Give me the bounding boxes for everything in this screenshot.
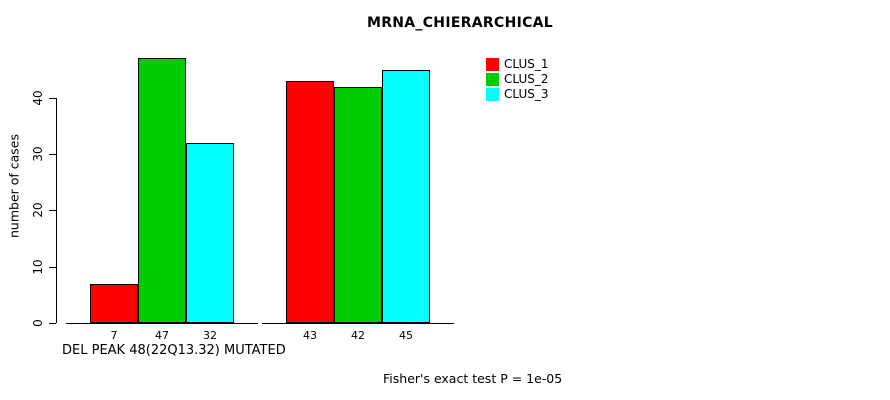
y-tick (49, 154, 56, 155)
y-tick-label: 40 (31, 90, 45, 106)
y-tick-label: 0 (31, 319, 45, 327)
y-tick (49, 98, 56, 99)
bar-value-label: 32 (203, 329, 217, 342)
legend-item-clus_2: CLUS_2 (486, 73, 549, 86)
legend-item-clus_3: CLUS_3 (486, 88, 549, 101)
bar-clus_2-group2 (334, 87, 382, 323)
legend-swatch-icon (486, 73, 499, 86)
bar-clus_1-group2 (286, 81, 334, 323)
y-tick-label: 30 (31, 146, 45, 162)
y-tick-label: 20 (31, 202, 45, 218)
bar-clus_2-group1 (138, 58, 186, 323)
bar-value-label: 47 (155, 329, 169, 342)
bar-clus_3-group2 (382, 70, 430, 323)
x-axis-line (66, 323, 258, 324)
chart-title: MRNA_CHIERARCHICAL (366, 15, 554, 31)
footer-annotation: Fisher's exact test P = 1e-05 (383, 371, 563, 386)
x-axis-line (262, 323, 454, 324)
y-tick (49, 210, 56, 211)
legend: CLUS_1 CLUS_2 CLUS_3 (486, 58, 549, 103)
legend-label: CLUS_3 (504, 87, 549, 101)
bar-value-label: 7 (110, 329, 118, 342)
bar-value-label: 43 (303, 329, 317, 342)
x-axis-label: DEL PEAK 48(22Q13.32) MUTATED (62, 343, 286, 358)
legend-swatch-icon (486, 58, 499, 71)
legend-item-clus_1: CLUS_1 (486, 58, 549, 71)
bar-clus_3-group1 (186, 143, 234, 323)
legend-swatch-icon (486, 88, 499, 101)
legend-label: CLUS_1 (504, 57, 549, 71)
y-axis-line (56, 97, 57, 323)
bar-clus_1-group1 (90, 284, 138, 323)
legend-label: CLUS_2 (504, 72, 549, 86)
bar-value-label: 42 (351, 329, 365, 342)
y-tick (49, 323, 56, 324)
y-tick (49, 267, 56, 268)
y-tick-label: 10 (31, 259, 45, 275)
bar-value-label: 45 (399, 329, 413, 342)
